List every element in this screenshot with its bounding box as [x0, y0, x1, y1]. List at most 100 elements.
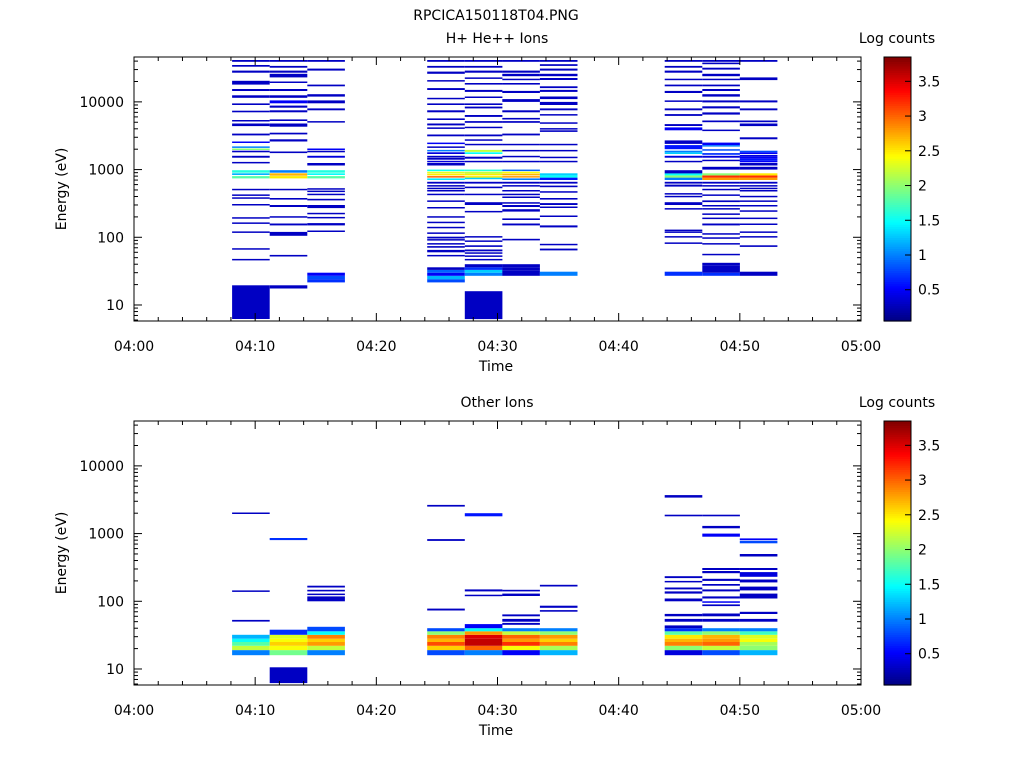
heatmap-cell [739, 181, 778, 184]
x-tick-label: 04:00 [114, 703, 154, 719]
heatmap-cell [307, 279, 345, 283]
heatmap-cell [664, 114, 703, 116]
colorbar-segment [884, 647, 911, 651]
heatmap-cell [702, 67, 740, 70]
heatmap-cell [539, 175, 578, 178]
colorbar-segment [884, 182, 911, 186]
heatmap-cell [502, 73, 540, 77]
heatmap-cell [702, 272, 740, 276]
colorbar-segment [884, 237, 911, 241]
heatmap-cell [664, 618, 703, 622]
colorbar-segment [884, 270, 911, 274]
heatmap-cell [739, 120, 778, 123]
heatmap-cell [502, 270, 540, 276]
heatmap-cell [739, 638, 778, 642]
heatmap-cell [739, 177, 778, 180]
colorbar-segment [884, 127, 911, 131]
colorbar-segment [884, 217, 911, 221]
heatmap-cell [739, 173, 778, 176]
heatmap-cell [232, 645, 270, 651]
colorbar-segment [884, 586, 911, 589]
heatmap-cell [702, 78, 740, 81]
heatmap-cell [539, 185, 578, 188]
colorbar-segment [884, 61, 911, 65]
heatmap-cell [307, 94, 345, 97]
heatmap-cell [539, 248, 578, 251]
colorbar-segment [884, 310, 911, 313]
heatmap-cell [539, 68, 578, 71]
heatmap-cell [427, 71, 465, 74]
colorbar-segment [884, 303, 911, 307]
colorbar-segment [884, 462, 911, 466]
heatmap-cell [464, 513, 503, 517]
colorbar-segment [884, 101, 911, 104]
heatmap-cell [464, 269, 503, 273]
heatmap-cell [539, 78, 578, 80]
heatmap-cell [307, 193, 345, 196]
heatmap-cell [427, 236, 465, 239]
heatmap-cell [539, 64, 578, 66]
heatmap-cell [664, 108, 703, 111]
colorbar-segment [884, 206, 911, 210]
heatmap-cell [539, 631, 578, 635]
colorbar-segment [884, 524, 911, 528]
heatmap-cell [664, 202, 703, 205]
colorbar-segment [884, 667, 911, 671]
heatmap-cell [739, 634, 778, 639]
heatmap-cell [427, 232, 465, 234]
colorbar-segment [884, 169, 911, 172]
colorbar-segment [884, 597, 911, 600]
heatmap-cell [464, 291, 503, 320]
heatmap-cell [739, 166, 778, 170]
colorbar-segment [884, 266, 911, 269]
heatmap-cell [664, 634, 703, 639]
colorbar-segment [884, 92, 911, 95]
heatmap-cell [269, 105, 308, 108]
heatmap-cell [502, 645, 540, 651]
heatmap-cell [702, 205, 740, 207]
colorbar-segment [884, 638, 911, 642]
colorbar-segment [884, 153, 911, 157]
heatmap-cell [464, 252, 503, 254]
heatmap-cell [702, 631, 740, 635]
heatmap-cell [464, 642, 503, 646]
heatmap-cell [232, 590, 270, 592]
colorbar-segment [884, 509, 911, 512]
heatmap-cell [464, 177, 503, 180]
heatmap-cell [502, 181, 540, 184]
colorbar-segment [884, 660, 911, 664]
colorbar-segment [884, 656, 911, 660]
heatmap-cell [427, 169, 465, 172]
heatmap-cell [702, 62, 740, 65]
heatmap-cell [739, 628, 778, 632]
heatmap-cell [427, 246, 465, 248]
heatmap-cell [464, 645, 503, 651]
heatmap-cell [702, 601, 740, 603]
heatmap-cell [307, 216, 345, 219]
colorbar-segment [884, 495, 911, 499]
colorbar-segment [884, 318, 911, 322]
heatmap-cell [539, 177, 578, 180]
heatmap-cell [539, 60, 578, 62]
colorbar-segment [884, 175, 911, 179]
colorbar-segment [884, 680, 911, 684]
heatmap-cell [464, 96, 503, 98]
heatmap-cell [427, 608, 465, 611]
heatmap-cell [702, 177, 740, 180]
colorbar-segment [884, 233, 911, 236]
heatmap-cell [702, 194, 740, 196]
heatmap-cell [739, 137, 778, 140]
colorbar-segment [884, 438, 911, 442]
colorbar-segment [884, 156, 911, 159]
colorbar-segment [884, 572, 911, 576]
colorbar-segment [884, 588, 911, 591]
heatmap-cell [739, 572, 778, 577]
colorbar-segment [884, 559, 911, 563]
heatmap-cell [464, 255, 503, 257]
heatmap-cell [539, 86, 578, 89]
colorbar-segment [884, 312, 911, 315]
colorbar-segment [884, 621, 911, 624]
colorbar-segment [884, 224, 911, 227]
heatmap-cell [269, 73, 308, 78]
heatmap-cell [664, 598, 703, 602]
